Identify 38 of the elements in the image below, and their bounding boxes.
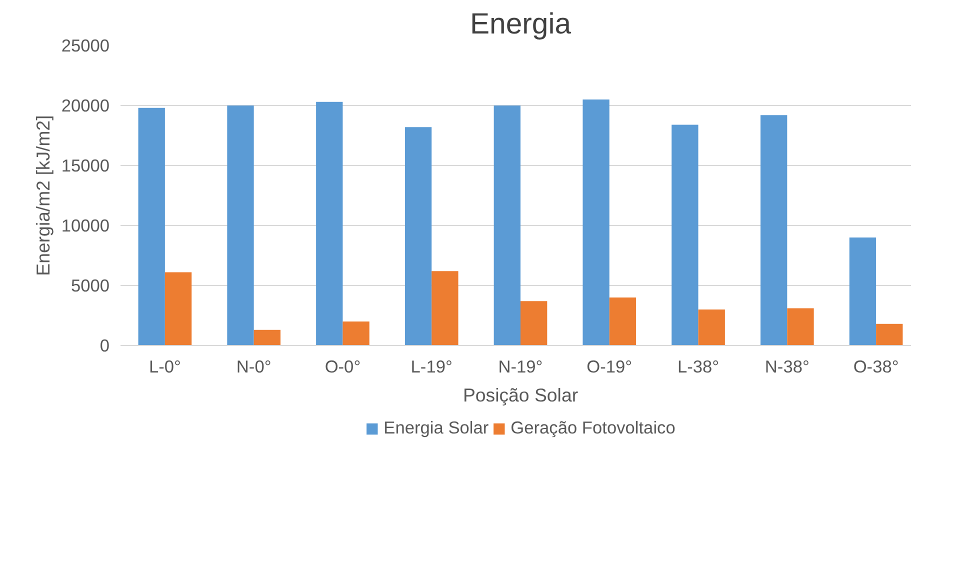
x-tick-label: L-38° (677, 356, 720, 376)
x-tick-label: N-38° (764, 356, 810, 376)
y-tick-label: 25000 (61, 36, 110, 56)
bar (316, 102, 343, 346)
x-tick-label: L-19° (410, 356, 452, 376)
bar (227, 106, 254, 346)
x-axis-title: Posição Solar (462, 384, 578, 406)
bar (698, 310, 725, 346)
legend-label: Geração Fotovoltaico (510, 418, 676, 438)
x-tick-label: L-0° (148, 356, 181, 376)
bar (787, 308, 814, 346)
y-tick-label: 10000 (61, 216, 110, 236)
bar (760, 115, 788, 346)
y-tick-label: 5000 (70, 276, 110, 296)
bar (520, 301, 548, 346)
bar (849, 238, 876, 346)
bar (342, 322, 370, 346)
bar (582, 100, 610, 346)
chart-title: Energia (470, 8, 572, 40)
x-tick-label: O-19° (586, 356, 632, 376)
bar (404, 127, 432, 346)
x-tick-label: O-38° (853, 356, 899, 376)
y-tick-label: 0 (100, 336, 110, 356)
y-tick-label: 20000 (61, 96, 110, 116)
bar (254, 330, 280, 346)
bar (609, 298, 636, 346)
bar (164, 272, 192, 346)
x-tick-label: N-19° (498, 356, 543, 376)
x-tick-label: N-0° (236, 356, 272, 376)
bar (432, 271, 458, 346)
bar (876, 324, 903, 346)
bar (494, 106, 520, 346)
x-tick-label: O-0° (324, 356, 361, 376)
bar (672, 124, 698, 346)
legend-label: Energia Solar (384, 418, 489, 438)
bar (138, 108, 165, 346)
y-tick-label: 15000 (61, 156, 110, 176)
y-axis-title: Energia/m2 [kJ/m2] (32, 115, 54, 276)
